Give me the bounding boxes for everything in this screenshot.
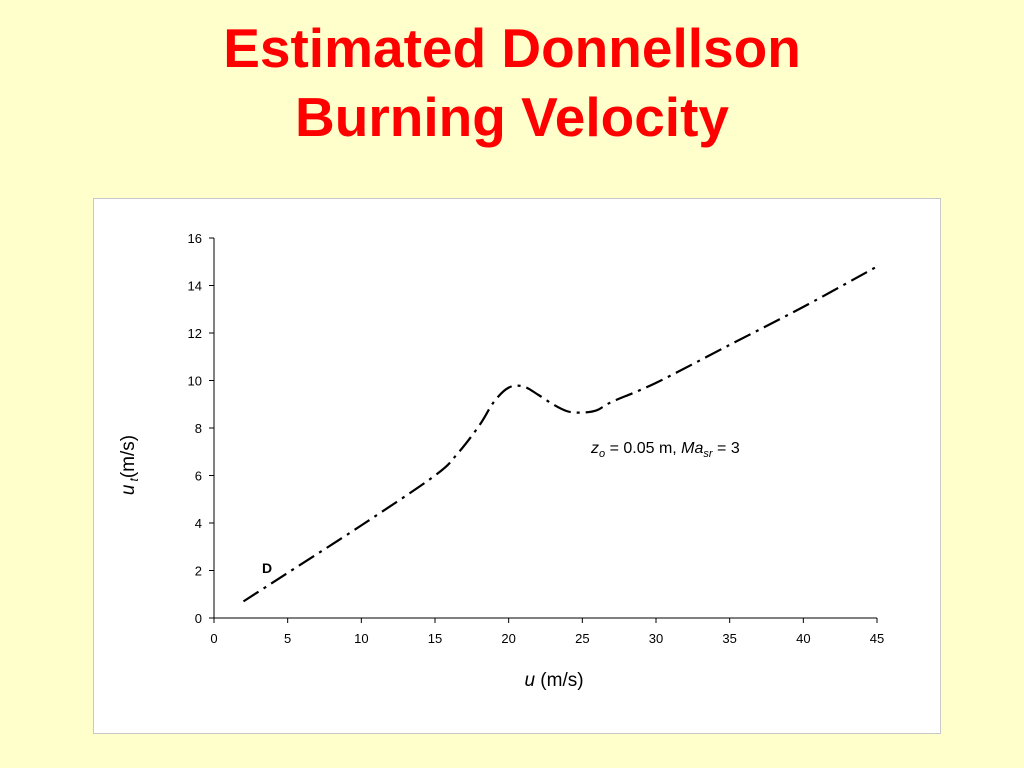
x-tick-label: 20 [501, 631, 515, 646]
x-tick-label: 40 [796, 631, 810, 646]
x-tick-label: 30 [649, 631, 663, 646]
y-tick-label: 4 [195, 516, 202, 531]
x-tick-label: 0 [210, 631, 217, 646]
y-ticks: 0 2 4 6 8 10 12 14 16 [188, 231, 214, 626]
y-tick-label: 14 [188, 279, 202, 294]
x-tick-label: 5 [284, 631, 291, 646]
x-tick-label: 25 [575, 631, 589, 646]
x-tick-label: 10 [354, 631, 368, 646]
slide-title: Estimated Donnellson Burning Velocity [0, 14, 1024, 152]
y-tick-label: 10 [188, 374, 202, 389]
series-layer [242, 265, 878, 603]
chart-svg: 0 2 4 6 8 10 12 14 16 0 5 10 15 20 25 30 35 40 45 u (m/s)… [118, 231, 884, 691]
parameter-annotation: zo = 0.05 m, Masr = 3 [590, 440, 740, 460]
y-tick-label: 6 [195, 469, 202, 484]
y-tick-label: 0 [195, 611, 202, 626]
x-tick-label: 45 [870, 631, 884, 646]
y-tick-label: 8 [195, 421, 202, 436]
y-axis-title: ut(m/s) [118, 435, 141, 495]
y-tick-label: 2 [195, 564, 202, 579]
curve-label-d: D [262, 560, 272, 576]
x-tick-label: 35 [722, 631, 736, 646]
axes [213, 238, 877, 619]
x-ticks: 0 5 10 15 20 25 30 35 40 45 [210, 618, 884, 646]
x-axis-title: u (m/s) [524, 670, 583, 691]
y-tick-label: 16 [188, 231, 202, 246]
title-line-1: Estimated Donnellson [223, 17, 801, 79]
y-tick-label: 12 [188, 326, 202, 341]
chart-panel: 0 2 4 6 8 10 12 14 16 0 5 10 15 20 25 30 35 40 45 u (m/s)… [93, 198, 941, 734]
x-tick-label: 15 [428, 631, 442, 646]
title-line-2: Burning Velocity [295, 86, 729, 148]
series-line [242, 265, 878, 603]
